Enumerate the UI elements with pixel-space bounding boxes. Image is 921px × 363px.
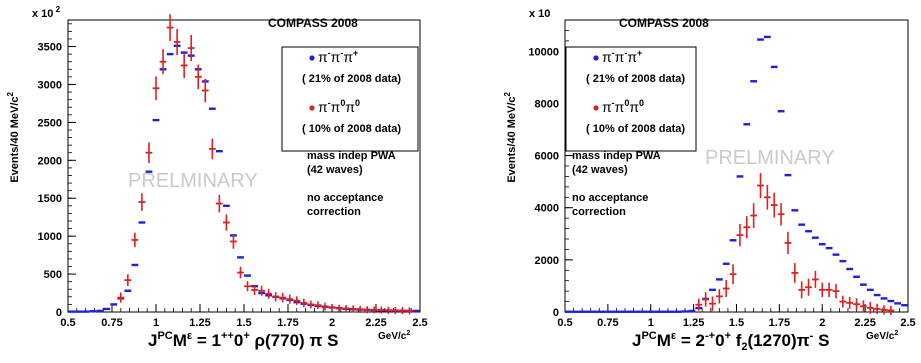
- y-axis-multiplier: x 10: [529, 8, 550, 20]
- y-tick-label: 3000: [38, 79, 62, 91]
- y-tick-label: 4000: [535, 203, 559, 215]
- x-tick-label: 1.25: [189, 317, 210, 329]
- legend-marker: [593, 105, 599, 111]
- y-tick-label: 1500: [38, 193, 62, 205]
- watermark-preliminary: PRELMINARY: [128, 170, 258, 192]
- y-axis-title: Events/40 MeV/c2: [6, 91, 21, 182]
- series-pi-minus-pi-zero-pi-zero: [695, 173, 895, 316]
- right-panel: PRELMINARY 0.5 0.75 1 1.25 1.5 1.75 2 2.25 2.5 0 20…: [503, 8, 916, 353]
- x-tick-label: 0.75: [101, 317, 122, 329]
- x-tick-label: 1.75: [277, 317, 298, 329]
- y-tick-label: 3500: [38, 42, 62, 54]
- y-axis-multiplier: x 10 2: [32, 5, 61, 20]
- x-tick-label: 0.5: [557, 317, 572, 329]
- y-tick-label: 2000: [38, 155, 62, 167]
- x-axis-unit: GeV/c2: [866, 330, 898, 342]
- series-pi-minus-pi-zero-pi-zero: [117, 14, 413, 315]
- annotation-text: no acceptance: [307, 192, 383, 204]
- left-panel: PRELMINARY 0.5 0.75 1 1.25 1.5 1.75 2 2.25 2.5 0 50…: [6, 5, 428, 350]
- legend-label: π-π0π0: [602, 98, 644, 115]
- annotation-text: correction: [307, 206, 361, 218]
- y-tick-label: 2500: [38, 117, 62, 129]
- y-tick-label: 6000: [535, 151, 559, 163]
- x-tick-label: 1.5: [729, 317, 744, 329]
- x-tick-label: 2: [819, 317, 825, 329]
- annotation-text: mass indep PWA: [307, 150, 396, 162]
- annotation-text: no acceptance: [572, 192, 648, 204]
- x-tick-label: 0.5: [60, 317, 75, 329]
- legend-sublabel: ( 10% of 2008 data): [302, 123, 401, 135]
- legend-label: π-π0π0: [318, 98, 360, 115]
- legend-sublabel: ( 10% of 2008 data): [586, 123, 685, 135]
- y-tick-label: 1000: [38, 231, 62, 243]
- legend-sublabel: ( 21% of 2008 data): [586, 73, 685, 85]
- experiment-label: COMPASS 2008: [268, 16, 358, 30]
- x-tick-label: 1: [648, 317, 654, 329]
- y-tick-label: 0: [56, 307, 62, 319]
- legend-box: [565, 46, 697, 152]
- x-tick-label: 2: [329, 317, 335, 329]
- annotation-text: mass indep PWA: [572, 150, 661, 162]
- x-axis-title: JPCMε = 1++0+ ρ(770) π S: [148, 330, 339, 350]
- x-tick-label: 1.25: [683, 317, 704, 329]
- x-tick-label: 1: [153, 317, 159, 329]
- x-tick-label: 0.75: [597, 317, 618, 329]
- watermark-preliminary: PRELMINARY: [705, 147, 835, 169]
- y-axis-title: Events/40 MeV/c2: [503, 91, 518, 182]
- legend-box: [281, 46, 419, 152]
- data-points: [565, 35, 908, 316]
- y-tick-label: 8000: [535, 98, 559, 110]
- x-axis-unit: GeV/c2: [378, 330, 410, 342]
- y-tick-label: 10000: [528, 46, 559, 58]
- legend-marker: [309, 55, 315, 61]
- y-tick-label: 500: [44, 269, 62, 281]
- annotation-text: correction: [572, 206, 626, 218]
- x-axis-title: JPCMε = 2-+0+ f2(1270)π- S: [632, 330, 829, 353]
- experiment-label: COMPASS 2008: [619, 16, 709, 30]
- y-tick-label: 2000: [535, 255, 559, 267]
- series-pi-minus-pi-minus-pi-plus: [565, 35, 908, 313]
- legend-label: π-π-π+: [318, 48, 358, 65]
- x-tick-label: 2.25: [854, 317, 875, 329]
- x-tick-label: 1.75: [769, 317, 790, 329]
- legend-sublabel: ( 21% of 2008 data): [302, 73, 401, 85]
- x-tick-label: 1.5: [236, 317, 251, 329]
- annotation-text: (42 waves): [572, 164, 628, 176]
- x-tick-label: 2.5: [900, 317, 915, 329]
- legend-label: π-π-π+: [602, 48, 642, 65]
- data-points: [68, 14, 420, 315]
- annotation-text: (42 waves): [307, 164, 363, 176]
- legend-marker: [593, 55, 599, 61]
- y-tick-label: 0: [553, 307, 559, 319]
- legend-marker: [309, 105, 315, 111]
- x-tick-label: 2.5: [412, 317, 427, 329]
- x-tick-label: 2.25: [365, 317, 386, 329]
